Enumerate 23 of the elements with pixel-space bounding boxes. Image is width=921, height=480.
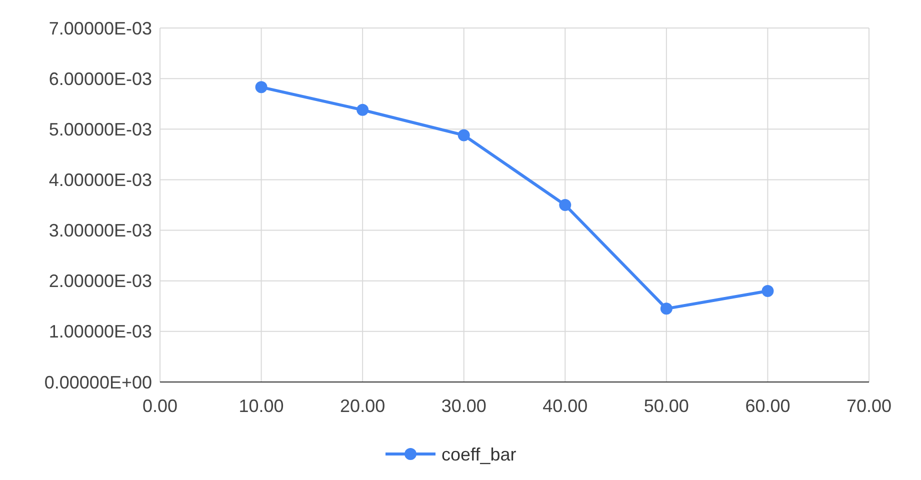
legend-label: coeff_bar [442,444,516,464]
point [762,284,774,297]
x-tick-label: 40.00 [542,396,588,416]
x-tick-label: 30.00 [441,396,486,416]
y-tick-label: 7.00000E-03 [48,18,152,38]
x-tick-label: 20.00 [340,396,386,416]
x-tick-label: 50.00 [644,396,689,416]
y-tick-label: 1.00000E-03 [48,322,152,342]
point [255,81,268,94]
y-tick-label: 3.00000E-03 [48,220,152,241]
point [559,199,572,211]
x-tick-label: 10.00 [238,396,284,416]
x-tick-label: 0.00 [142,396,178,416]
x-tick-label: 70.00 [846,396,892,416]
y-tick-label: 5.00000E-03 [48,119,152,140]
y-tick-label: 0.00000E+00 [44,372,152,392]
point [356,104,369,116]
point [660,302,672,315]
y-tick-label: 6.00000E-03 [48,68,152,89]
x-tick-label: 60.00 [745,396,790,416]
y-tick-label: 2.00000E-03 [48,271,152,292]
point [458,129,470,142]
y-tick-label: 4.00000E-03 [48,170,152,190]
